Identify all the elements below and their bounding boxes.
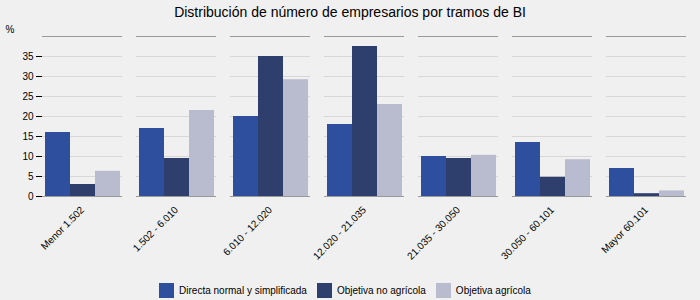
html-text:Objetiva agrícola: Objetiva agrícola (455, 285, 531, 296)
svg-text:30: 30 (22, 71, 34, 82)
svg-text:%: % (6, 24, 15, 35)
svg-text:6.010 - 12.020: 6.010 - 12.020 (221, 204, 275, 258)
svg-text:12.020 - 21.035: 12.020 - 21.035 (311, 204, 369, 262)
html-text:Directa normal y simplificada: Directa normal y simplificada (179, 285, 307, 296)
svg-text:10: 10 (22, 151, 34, 162)
svg-text:Menor 1.502: Menor 1.502 (39, 204, 87, 252)
svg-text:1.502 - 6.010: 1.502 - 6.010 (131, 204, 181, 254)
svg-text:35: 35 (22, 51, 34, 62)
html-text:Distribución de número de empr: Distribución de número de empresarios po… (174, 4, 526, 20)
svg-text:25: 25 (22, 91, 34, 102)
svg-text:0: 0 (28, 191, 34, 202)
svg-text:Mayor 60.101: Mayor 60.101 (599, 204, 650, 255)
svg-text:21.035 - 30.050: 21.035 - 30.050 (405, 204, 463, 262)
svg-text:30.050 - 60.101: 30.050 - 60.101 (499, 204, 557, 262)
html-text:Objetiva no agrícola: Objetiva no agrícola (336, 285, 426, 296)
svg-text:20: 20 (22, 111, 34, 122)
svg-text:5: 5 (28, 171, 34, 182)
svg-text:15: 15 (22, 131, 34, 142)
